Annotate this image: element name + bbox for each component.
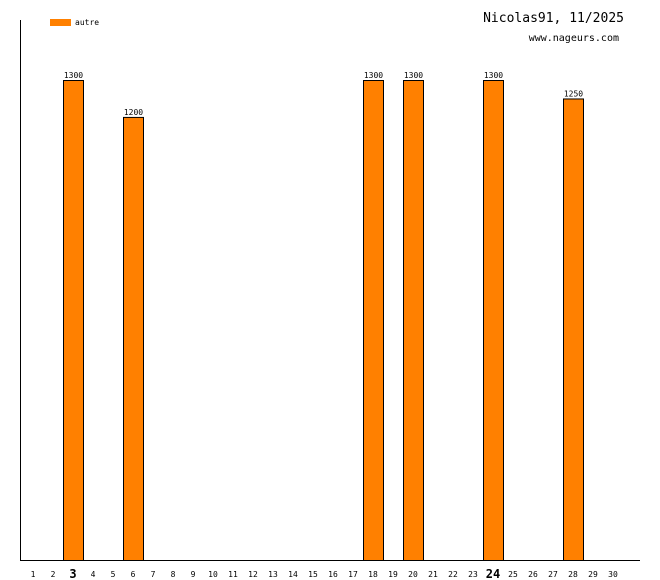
x-tick-label: 14 (288, 570, 298, 579)
x-tick-label: 17 (348, 570, 358, 579)
x-tick-label: 18 (368, 570, 378, 579)
legend-swatch (50, 19, 71, 26)
x-tick-label: 22 (448, 570, 458, 579)
x-tick-label: 25 (508, 570, 518, 579)
value-label-day-24: 1300 (484, 71, 503, 80)
legend: autre (50, 18, 99, 27)
value-label-day-20: 1300 (404, 71, 423, 80)
x-tick-label: 1 (31, 570, 36, 579)
legend-label: autre (75, 18, 99, 27)
value-label-day-28: 1250 (564, 89, 583, 98)
value-label-day-18: 1300 (364, 71, 383, 80)
x-tick-label: 5 (111, 570, 116, 579)
x-tick-label: 4 (91, 570, 96, 579)
x-tick-label: 30 (608, 570, 618, 579)
x-tick-label: 8 (171, 570, 176, 579)
bar-day-24 (483, 80, 504, 561)
x-tick-label: 11 (228, 570, 238, 579)
x-tick-label: 27 (548, 570, 558, 579)
x-tick-label: 13 (268, 570, 278, 579)
x-tick-label: 20 (408, 570, 418, 579)
x-tick-label: 6 (131, 570, 136, 579)
value-label-day-6: 1200 (124, 108, 143, 117)
x-tick-label: 28 (568, 570, 578, 579)
bar-day-3 (63, 80, 84, 561)
bar-day-28 (563, 98, 584, 561)
value-labels-group: 1300 1200 1300 1300 1300 1250 (64, 71, 583, 117)
bar-day-18 (363, 80, 384, 561)
x-tick-label: 23 (468, 570, 478, 579)
chart-subtitle: www.nageurs.com (529, 33, 619, 44)
chart-title: Nicolas91, 11/2025 (483, 11, 624, 26)
x-tick-label: 9 (191, 570, 196, 579)
x-tick-label: 29 (588, 570, 598, 579)
value-label-day-3: 1300 (64, 71, 83, 80)
x-tick-label: 19 (388, 570, 398, 579)
x-tick-label: 2 (51, 570, 56, 579)
x-tick-label: 15 (308, 570, 318, 579)
x-tick-label: 3 (69, 567, 76, 580)
x-tick-label: 21 (428, 570, 438, 579)
x-tick-label: 26 (528, 570, 538, 579)
bar-day-6 (123, 116, 144, 562)
x-tick-label: 24 (486, 567, 500, 580)
bar-day-20 (403, 80, 424, 561)
x-tick-label: 10 (208, 570, 218, 579)
x-tick-labels-group: 1 2 3 4 5 6 7 8 9 10 11 12 13 14 15 16 17 18 19 20 21 22 23 24 2… (31, 567, 618, 580)
x-tick-label: 7 (151, 570, 156, 579)
bars-group (63, 80, 584, 562)
x-tick-label: 12 (248, 570, 258, 579)
x-tick-label: 16 (328, 570, 338, 579)
